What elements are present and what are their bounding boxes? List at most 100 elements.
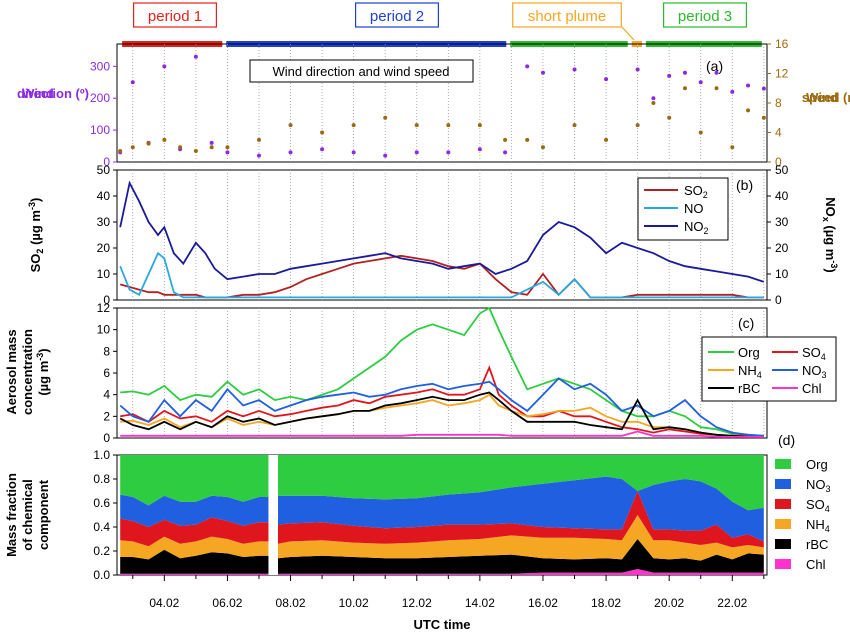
legend-swatch-d-org xyxy=(775,459,791,469)
c-left-tick-label-4: 8 xyxy=(103,344,110,358)
period-label-box-1 xyxy=(355,2,440,28)
wind-speed-label-line2: speed (m/s) xyxy=(802,90,850,105)
legend-swatch-d-nh4 xyxy=(775,519,791,529)
b-right-tick-label-4: 40 xyxy=(775,189,789,203)
d-left-tick-label-4: 0.8 xyxy=(93,472,110,486)
panel-d-data-gap xyxy=(268,455,278,575)
b-left-tick-label-0: 0 xyxy=(103,293,110,307)
wind-speed-point-22 xyxy=(651,101,656,105)
wind-direction-point-23 xyxy=(667,73,672,78)
c-left-tick-label-6: 12 xyxy=(97,301,111,315)
wind-speed-point-17 xyxy=(525,137,530,142)
period-label-0: period 1 xyxy=(148,8,202,25)
legend-label-d-chl: Chl xyxy=(806,557,826,572)
short-plume-arrow xyxy=(621,26,635,41)
legend-label-chl: Chl xyxy=(802,381,822,396)
b-right-tick-label-3: 30 xyxy=(775,215,789,229)
panel-d-legend: Org NO3 SO4 NH4 rBC Chl xyxy=(775,457,831,572)
wind-direction-point-20 xyxy=(604,77,609,82)
legend-swatch-d-no3 xyxy=(775,479,791,489)
c-left-tick-label-1: 2 xyxy=(103,409,110,423)
wind-direction-point-25 xyxy=(698,80,703,85)
fraction-label-line2: of chemical xyxy=(20,479,35,551)
legend-label-no3: NO3 xyxy=(802,363,827,380)
legend-label-so4: SO4 xyxy=(802,345,826,362)
wind-speed-point-20 xyxy=(604,137,609,142)
wind-direction-point-28 xyxy=(746,83,751,88)
period-label-box-2 xyxy=(512,2,622,28)
wind-speed-point-7 xyxy=(225,145,230,150)
period-header: period 1 period 2 short plume period 3 xyxy=(122,2,762,47)
wind-direction-point-10 xyxy=(320,147,325,152)
wind-speed-point-6 xyxy=(209,145,214,150)
b-right-tick-label-2: 20 xyxy=(775,241,789,255)
panel-d-data xyxy=(120,455,764,575)
d-left-tick-label-0: 0.0 xyxy=(93,568,110,582)
legend-label-d-no3: NO3 xyxy=(806,477,831,494)
c-left-tick-label-0: 0 xyxy=(103,431,110,445)
aerosol-label-line1: Aerosol mass xyxy=(4,329,19,414)
wind-direction-point-21 xyxy=(635,67,640,72)
wind-direction-point-29 xyxy=(761,86,766,91)
a-right-tick-label-2: 8 xyxy=(775,96,782,110)
panel-d: 0.0 0.2 0.4 0.6 0.8 1.0 Mass fraction of chem… xyxy=(4,432,831,582)
b-left-tick-label-4: 40 xyxy=(97,189,111,203)
d-left-tick-label-3: 0.6 xyxy=(93,496,110,510)
wind-speed-point-2 xyxy=(146,141,151,146)
b-right-tick-label-1: 10 xyxy=(775,267,789,281)
wind-direction-point-26 xyxy=(714,70,719,75)
wind-direction-label-line1: Wind xyxy=(22,86,54,101)
series-line-no2 xyxy=(119,180,765,283)
series-line-so4 xyxy=(120,365,764,438)
c-left-tick-label-5: 10 xyxy=(97,323,111,337)
wind-speed-point-24 xyxy=(682,86,687,91)
a-right-tick-label-3: 12 xyxy=(775,67,789,81)
b-left-tick-label-5: 50 xyxy=(97,163,111,177)
wind-direction-point-1 xyxy=(130,80,135,85)
area-chl-segment-0 xyxy=(120,573,269,575)
legend-label-d-rbc: rBC xyxy=(806,537,828,552)
wind-direction-point-3 xyxy=(162,64,167,69)
wind-speed-point-3 xyxy=(162,137,167,142)
panel-b: 0 0 10 10 20 20 30 30 40 40 50 50 SO2 (µg m-3) NOx … xyxy=(27,163,839,307)
x-axis-label: UTC time xyxy=(413,617,470,632)
wind-direction-point-6 xyxy=(209,140,214,145)
area-org-segment-1 xyxy=(277,455,764,511)
panel-c-legend: Org SO4 NH4 NO3 rBC Chl xyxy=(701,336,837,402)
legend-label-so2: SO2 xyxy=(684,183,708,200)
x-tick-label-3: 10.02 xyxy=(339,596,369,610)
panel-b-axes: 0 0 10 10 20 20 30 30 40 40 50 50 xyxy=(97,163,789,307)
wind-direction-point-16 xyxy=(503,150,508,155)
series-line-so2 xyxy=(119,254,764,299)
area-no3-segment-0 xyxy=(120,494,269,527)
wind-direction-point-11 xyxy=(351,150,356,155)
fraction-label-line3: component xyxy=(36,479,51,550)
area-rbc-segment-0 xyxy=(120,549,269,574)
legend-swatch-d-rbc xyxy=(775,539,791,549)
wind-speed-point-21 xyxy=(635,123,640,128)
wind-speed-point-27 xyxy=(730,145,735,150)
panel-c-axes: 0 2 4 6 8 10 12 xyxy=(97,301,117,445)
so2-axis-label: SO2 (µg m-3) xyxy=(27,198,45,273)
wind-direction-point-27 xyxy=(730,89,735,94)
b-left-tick-label-2: 20 xyxy=(97,241,111,255)
x-tick-label-4: 12.02 xyxy=(402,596,432,610)
x-tick-label-6: 16.02 xyxy=(528,596,558,610)
wind-speed-point-29 xyxy=(761,115,766,120)
panel-a-right-axis: 0 4 8 12 16 xyxy=(767,37,789,169)
wind-speed-point-4 xyxy=(178,145,183,150)
a-right-tick-label-1: 4 xyxy=(775,126,782,140)
x-tick-label-1: 06.02 xyxy=(212,596,242,610)
panel-c: 0 2 4 6 8 10 12 Aerosol mass concentration (µg… xyxy=(4,301,837,445)
period-label-3: period 3 xyxy=(678,8,732,25)
wind-direction-point-17 xyxy=(525,64,530,69)
wind-direction-point-7 xyxy=(225,150,230,155)
wind-speed-point-19 xyxy=(572,123,577,128)
aerosol-label-line3: (µg m-3) xyxy=(35,348,51,395)
area-so4-segment-0 xyxy=(120,517,269,547)
period-label-box-0 xyxy=(133,2,218,28)
b-left-tick-label-1: 10 xyxy=(97,267,111,281)
legend-label-nh4: NH4 xyxy=(738,363,762,380)
panel-b-data xyxy=(119,180,765,299)
panel-d-tag: (d) xyxy=(778,432,795,448)
